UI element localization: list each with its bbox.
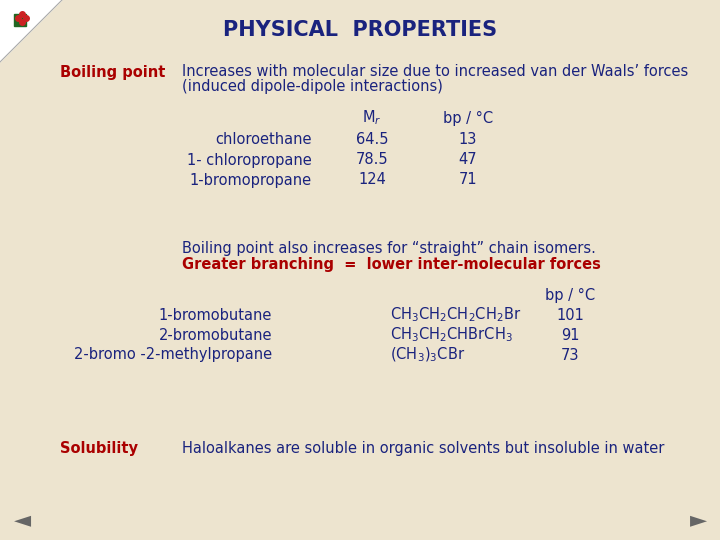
Text: CH$_3$CH$_2$CHBrCH$_3$: CH$_3$CH$_2$CHBrCH$_3$ [390, 326, 513, 345]
Text: chloroethane: chloroethane [215, 132, 312, 147]
Text: 124: 124 [358, 172, 386, 187]
Text: 64.5: 64.5 [356, 132, 388, 147]
Text: 13: 13 [459, 132, 477, 147]
Text: CH$_3$CH$_2$CH$_2$CH$_2$Br: CH$_3$CH$_2$CH$_2$CH$_2$Br [390, 306, 521, 325]
Text: 47: 47 [459, 152, 477, 167]
Text: ◄: ◄ [14, 510, 30, 530]
Text: 91: 91 [561, 327, 580, 342]
Text: PHYSICAL  PROPERTIES: PHYSICAL PROPERTIES [223, 20, 497, 40]
Text: (induced dipole-dipole interactions): (induced dipole-dipole interactions) [182, 79, 443, 94]
Text: Greater branching  =  lower inter-molecular forces: Greater branching = lower inter-molecula… [182, 256, 601, 272]
Text: 1-bromobutane: 1-bromobutane [158, 307, 272, 322]
Polygon shape [0, 0, 62, 62]
Text: bp / °C: bp / °C [545, 287, 595, 302]
Text: Solubility: Solubility [60, 441, 138, 456]
Text: M$_r$: M$_r$ [362, 109, 382, 127]
Text: 2-bromo -2-methylpropane: 2-bromo -2-methylpropane [74, 348, 272, 362]
Text: 71: 71 [459, 172, 477, 187]
Text: Haloalkanes are soluble in organic solvents but insoluble in water: Haloalkanes are soluble in organic solve… [182, 441, 665, 456]
Text: Boiling point also increases for “straight” chain isomers.: Boiling point also increases for “straig… [182, 240, 596, 255]
Text: 1-bromopropane: 1-bromopropane [190, 172, 312, 187]
Text: bp / °C: bp / °C [443, 111, 493, 125]
Text: ►: ► [690, 510, 706, 530]
Text: 1- chloropropane: 1- chloropropane [187, 152, 312, 167]
Text: Increases with molecular size due to increased van der Waals’ forces: Increases with molecular size due to inc… [182, 64, 688, 79]
Text: 101: 101 [556, 307, 584, 322]
Text: (CH$_3$)$_3$CBr: (CH$_3$)$_3$CBr [390, 346, 465, 364]
Text: 78.5: 78.5 [356, 152, 388, 167]
Text: 73: 73 [561, 348, 580, 362]
Text: 2-bromobutane: 2-bromobutane [158, 327, 272, 342]
Text: Boiling point: Boiling point [60, 64, 166, 79]
